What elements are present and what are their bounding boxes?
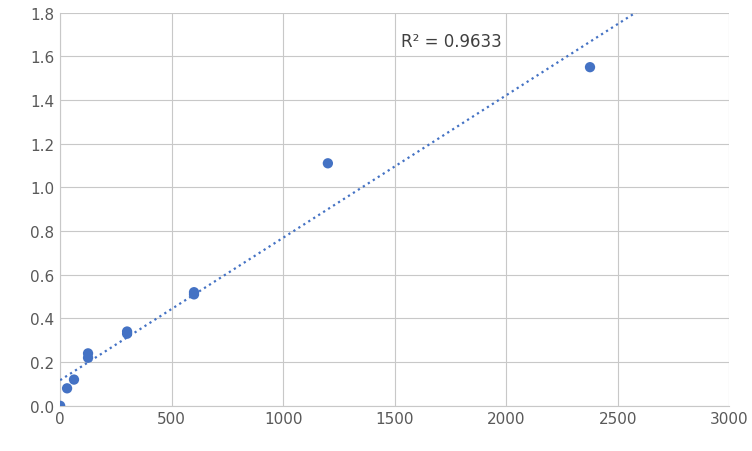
Text: R² = 0.9633: R² = 0.9633 (402, 33, 502, 51)
Point (68, 376, 80, 383)
Point (82, 354, 94, 362)
Point (322, 160, 334, 167)
Point (121, 330, 133, 337)
Point (188, 289, 200, 296)
Point (188, 291, 200, 299)
Point (61, 385, 73, 392)
Point (121, 328, 133, 336)
Point (584, 64, 596, 72)
Point (54, 402, 66, 410)
Point (82, 350, 94, 357)
